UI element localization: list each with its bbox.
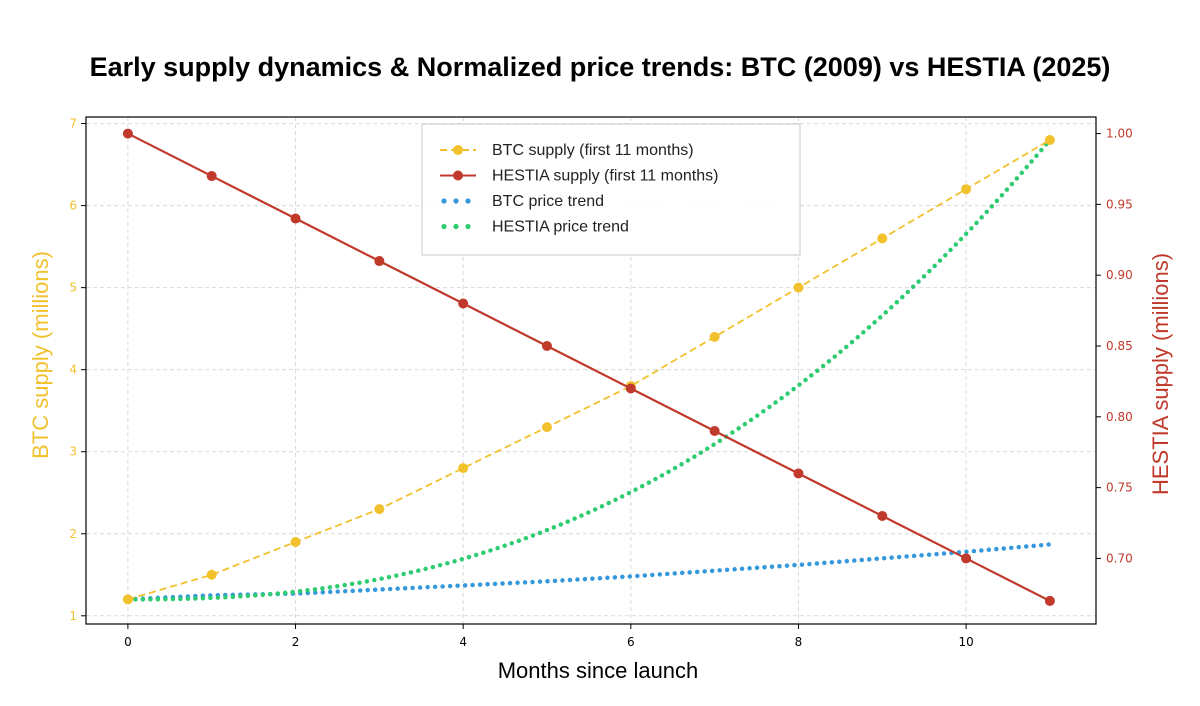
- x-tick-label: 0: [124, 635, 132, 649]
- legend-swatch-hestia_price: [453, 223, 459, 230]
- right-tick-label: 1.00: [1106, 127, 1133, 141]
- legend-swatch-btc_price: [453, 198, 459, 204]
- data-point-btc: [122, 594, 133, 605]
- left-tick-label: 4: [69, 363, 77, 377]
- x-axis-label: Months since launch: [498, 658, 699, 683]
- legend-label: BTC supply (first 11 months): [492, 142, 694, 159]
- right-axis-label: HESTIA supply (millions): [1148, 253, 1173, 495]
- data-point-hestia: [793, 468, 804, 479]
- right-tick-label: 0.75: [1106, 481, 1133, 495]
- legend: BTC supply (first 11 months) HESTIA suppl…: [421, 123, 801, 256]
- data-point-btc: [1044, 134, 1055, 145]
- right-tick-label: 0.70: [1106, 551, 1133, 565]
- series-line-hestia_price: [125, 137, 1053, 602]
- data-point-btc: [793, 282, 804, 293]
- x-tick-label: 6: [627, 635, 635, 649]
- legend-swatch-hestia_price: [465, 223, 471, 230]
- data-point-hestia: [374, 256, 385, 267]
- right-tick-label: 0.80: [1106, 410, 1133, 424]
- left-axis-ticks: 1 2 3 4 5 6 7: [69, 117, 86, 623]
- series-line-hestia: [127, 132, 1051, 602]
- right-axis-ticks: 0.70 0.75 0.80 0.85 0.90 0.95 1.00: [1096, 127, 1133, 565]
- data-point-btc: [541, 422, 552, 433]
- left-tick-label: 2: [69, 527, 77, 541]
- data-point-hestia: [1044, 595, 1055, 606]
- right-tick-label: 0.90: [1106, 268, 1133, 282]
- x-axis-ticks: 0 2 4 6 8 10: [124, 624, 974, 649]
- data-point-hestia: [122, 128, 133, 139]
- data-point-btc: [290, 536, 301, 547]
- series-line-btc: [127, 139, 1051, 601]
- data-point-btc: [961, 184, 972, 195]
- legend-label: BTC price trend: [492, 193, 604, 210]
- legend-marker-btc: [453, 145, 463, 155]
- legend-swatch-btc_price: [441, 198, 447, 204]
- legend-swatch-hestia_price: [441, 223, 447, 230]
- data-point-btc: [709, 331, 720, 342]
- data-point-hestia: [961, 553, 972, 564]
- data-point-hestia: [458, 298, 469, 309]
- data-point-hestia: [625, 383, 636, 394]
- left-tick-label: 3: [69, 445, 77, 459]
- data-point-btc: [374, 504, 385, 515]
- x-tick-label: 4: [459, 635, 467, 649]
- data-point-hestia: [877, 510, 888, 521]
- data-point-hestia: [541, 340, 552, 351]
- right-tick-label: 0.85: [1106, 339, 1133, 353]
- series-layer: [122, 128, 1055, 606]
- legend-box: [421, 123, 801, 256]
- x-tick-label: 8: [795, 635, 803, 649]
- data-point-hestia: [709, 425, 720, 436]
- data-point-hestia: [290, 213, 301, 224]
- legend-label: HESTIA supply (first 11 months): [492, 168, 718, 185]
- right-tick-label: 0.95: [1106, 197, 1133, 211]
- left-tick-label: 5: [69, 281, 77, 295]
- data-point-btc: [458, 463, 469, 474]
- left-tick-label: 1: [69, 609, 77, 623]
- legend-label: HESTIA price trend: [492, 219, 629, 236]
- data-point-btc: [206, 569, 217, 580]
- left-tick-label: 6: [69, 199, 77, 213]
- data-point-hestia: [206, 171, 217, 182]
- x-tick-label: 2: [292, 635, 300, 649]
- left-axis-label: BTC supply (millions): [28, 251, 53, 459]
- plot-frame: [85, 116, 1097, 625]
- chart-title: Early supply dynamics & Normalized price…: [90, 52, 1111, 82]
- legend-swatch-btc_price: [465, 198, 471, 204]
- x-tick-label: 10: [958, 635, 973, 649]
- left-tick-label: 7: [69, 117, 77, 131]
- legend-marker-hestia: [453, 170, 463, 181]
- data-point-btc: [877, 233, 888, 244]
